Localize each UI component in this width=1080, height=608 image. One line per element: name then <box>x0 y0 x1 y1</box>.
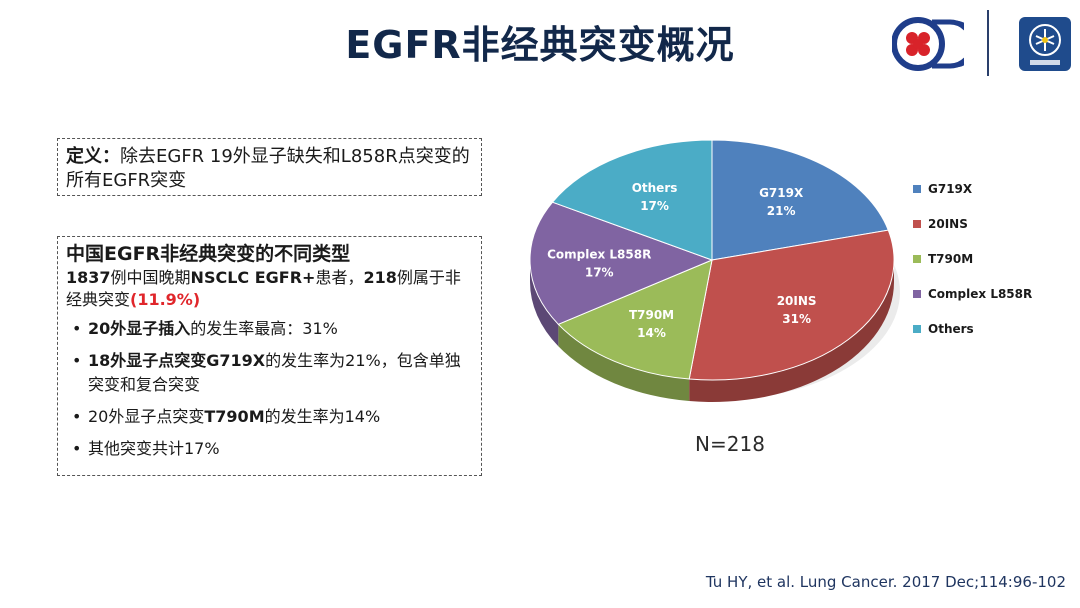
definition-box: 定义：除去EGFR 19外显子缺失和L858R点突变的所有EGFR突变 <box>57 138 482 196</box>
uncommon-count: 218 <box>363 268 397 287</box>
logo-divider <box>987 10 989 76</box>
legend-swatch <box>913 290 921 298</box>
slice-label: 20INS <box>777 294 817 308</box>
legend-swatch <box>913 325 921 333</box>
pie-slice-t790m <box>557 259 713 380</box>
types-box: 中国EGFR非经典突变的不同类型 1837例中国晚期NSCLC EGFR+患者，… <box>57 236 482 476</box>
legend-label: T790M <box>928 252 973 266</box>
types-title: 中国EGFR非经典突变的不同类型 <box>66 243 351 265</box>
pie-slice-complex-l858r <box>529 201 714 325</box>
patient-count: 1837 <box>66 268 111 287</box>
legend-swatch <box>913 220 921 228</box>
definition-label: 定义： <box>66 146 120 167</box>
hospital-logo <box>892 17 964 71</box>
legend-swatch <box>913 185 921 193</box>
pie-slice-others <box>551 139 713 261</box>
slice-value-label: 17% <box>640 199 669 213</box>
legend-label: Complex L858R <box>928 287 1032 301</box>
definition-text: 除去EGFR 19外显子缺失和L858R点突变的所有EGFR突变 <box>66 146 470 191</box>
slice-value-label: 21% <box>767 204 796 218</box>
slice-label: Complex L858R <box>547 247 651 261</box>
pie-slice-side-t790m <box>558 324 690 402</box>
bullet-item: 20外显子插入的发生率最高：31% <box>66 317 473 341</box>
slice-label: Others <box>632 181 678 195</box>
legend-swatch <box>913 255 921 263</box>
summary-text: 例属于非经典突变 <box>66 268 461 309</box>
sample-size-label: N=218 <box>695 432 765 456</box>
bullet-item: 18外显子点突变G719X的发生率为21%，包含单独突变和复合突变 <box>66 349 473 397</box>
slice-value-label: 14% <box>637 326 666 340</box>
bullet-item: 其他突变共计17% <box>66 437 473 461</box>
legend-label: G719X <box>928 182 973 196</box>
department-logo <box>1019 17 1071 71</box>
pie-slice-g719x <box>711 139 889 261</box>
slice-label: T790M <box>629 308 674 322</box>
summary-text: 例中国晚期 <box>110 268 191 287</box>
legend-label: 20INS <box>928 217 968 231</box>
slice-value-label: 31% <box>782 312 811 326</box>
pie-slice-side-complex-l858r <box>530 260 559 347</box>
summary-text: 患者， <box>315 268 364 287</box>
pie-slice-side-20ins <box>689 260 894 402</box>
slice-label: G719X <box>759 186 804 200</box>
legend-label: Others <box>928 322 974 336</box>
pie-slice-20ins <box>688 229 895 381</box>
uncommon-percent: (11.9%) <box>130 290 201 309</box>
citation: Tu HY, et al. Lung Cancer. 2017 Dec;114:… <box>705 573 1066 591</box>
types-summary: 1837例中国晚期NSCLC EGFR+患者，218例属于非经典突变(11.9%… <box>66 267 473 311</box>
nsclc-label: NSCLC EGFR+ <box>190 268 316 287</box>
types-bullet-list: 20外显子插入的发生率最高：31% 18外显子点突变G719X的发生率为21%，… <box>66 317 473 461</box>
page-title: EGFR非经典突变概况 <box>345 23 735 67</box>
slice-value-label: 17% <box>585 265 614 279</box>
bullet-item: 20外显子点突变T790M的发生率为14% <box>66 405 473 429</box>
egfr-pie-chart: G719X 21% 20INS 31% T790M 14% Complex L858R 17%… <box>529 139 1032 402</box>
